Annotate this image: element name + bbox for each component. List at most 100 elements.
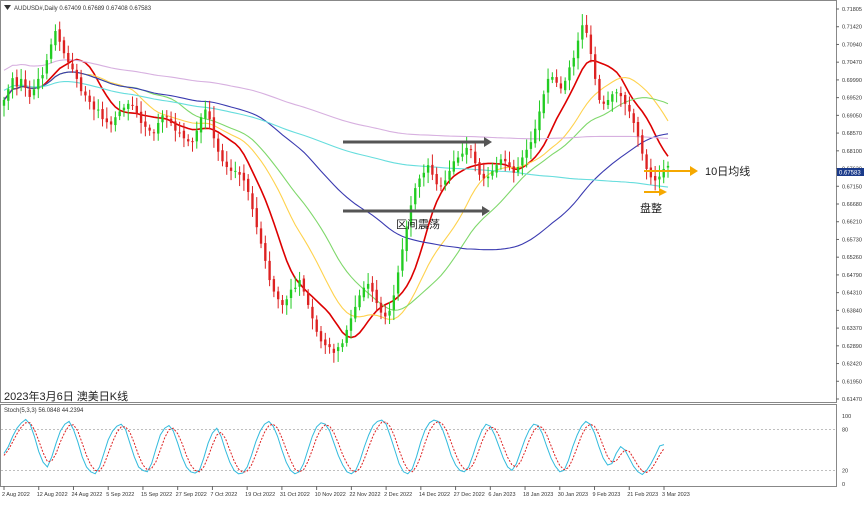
candle-body: [217, 138, 220, 152]
date-tick-label: 5 Sep 2022: [106, 492, 134, 498]
chart-caption: 2023年3月6日 澳美日K线: [4, 389, 128, 403]
candle: [396, 265, 400, 301]
candle-body: [281, 300, 284, 305]
candle: [593, 46, 597, 86]
candle: [482, 162, 485, 187]
candle: [251, 186, 254, 217]
candle: [516, 157, 520, 177]
symbol-header-text: AUDUSD#,Daily 0.67409 0.67689 0.67408 0.…: [14, 6, 152, 12]
price-tick-label: 0.70940: [842, 42, 862, 48]
ma-250-line: [3, 59, 669, 140]
candle: [504, 150, 507, 172]
candle-body: [336, 347, 340, 352]
candle-body: [529, 142, 533, 149]
candle: [452, 150, 455, 175]
candle: [45, 53, 49, 80]
candle-body: [456, 157, 460, 163]
candle: [92, 96, 96, 121]
date-tick-label: 9 Feb 2023: [593, 492, 621, 498]
candle-body: [478, 162, 481, 175]
candle: [358, 289, 361, 311]
candle: [152, 129, 156, 141]
candle-body: [242, 172, 246, 181]
candle-body: [649, 167, 653, 178]
candle: [534, 119, 537, 148]
candle: [302, 275, 306, 296]
candle: [619, 86, 623, 107]
candle-body: [486, 176, 490, 179]
candle-body: [469, 149, 473, 151]
candle: [555, 69, 558, 87]
candle-body: [259, 228, 263, 244]
candle-body: [439, 185, 443, 187]
candle: [435, 167, 438, 191]
date-tick-label: 2 Aug 2022: [2, 492, 30, 498]
candle: [354, 295, 357, 323]
candle: [169, 111, 173, 127]
candle-body: [268, 260, 271, 281]
candle-body: [504, 158, 507, 162]
candle-body: [306, 293, 310, 305]
price-tick-label: 0.67150: [842, 184, 862, 190]
candle-body: [32, 89, 36, 96]
candle: [636, 116, 640, 147]
candle: [238, 166, 241, 187]
candle: [294, 276, 297, 293]
candle: [546, 68, 550, 104]
date-tick-label: 2 Dec 2022: [384, 492, 412, 498]
date-tick-label: 6 Jan 2023: [488, 492, 515, 498]
range-bottom-arrow: [343, 206, 490, 216]
candle: [628, 96, 631, 119]
candle-body: [148, 127, 151, 131]
candle: [75, 63, 79, 88]
candle-body: [212, 117, 216, 139]
candle: [187, 134, 190, 147]
candle: [598, 74, 601, 104]
candle: [2, 96, 6, 117]
candle-body: [362, 287, 366, 298]
candle: [645, 149, 648, 180]
price-tick-label: 0.69520: [842, 96, 862, 102]
candle: [632, 108, 635, 133]
candle: [139, 101, 143, 134]
candle: [191, 137, 194, 152]
candle-body: [225, 161, 228, 168]
candle-body: [191, 141, 194, 143]
candle: [144, 110, 147, 137]
candle: [122, 103, 126, 117]
candle-body: [641, 135, 644, 154]
ma-20-line: [3, 71, 669, 320]
candle: [589, 25, 593, 63]
candle: [324, 332, 327, 354]
candle: [332, 343, 336, 363]
candle-body: [302, 278, 306, 292]
sideways-label: 盘整: [640, 201, 662, 215]
candle-body: [58, 29, 61, 42]
candle: [247, 174, 250, 201]
candle: [491, 162, 494, 180]
candle: [7, 84, 10, 111]
candle: [414, 183, 417, 210]
candle: [388, 302, 391, 325]
candle-body: [204, 109, 207, 119]
candle-body: [7, 89, 10, 101]
candle-body: [491, 170, 494, 176]
stoch-tick-label: 0: [842, 482, 845, 488]
stoch-tick-label: 80: [842, 428, 848, 434]
candle-body: [75, 69, 79, 79]
candle-body: [28, 89, 31, 97]
candle-body: [114, 117, 117, 126]
candle-body: [272, 279, 276, 292]
date-tick-label: 22 Nov 2022: [349, 492, 380, 498]
candle-body: [285, 299, 288, 306]
price-tick-label: 0.65260: [842, 255, 862, 261]
candle-body: [525, 149, 528, 158]
candle-body: [628, 104, 631, 112]
candle-body: [375, 289, 378, 304]
candle: [204, 100, 207, 130]
candle-body: [328, 344, 331, 348]
candle-body: [409, 205, 413, 226]
stoch-panel-frame: [0, 404, 837, 487]
